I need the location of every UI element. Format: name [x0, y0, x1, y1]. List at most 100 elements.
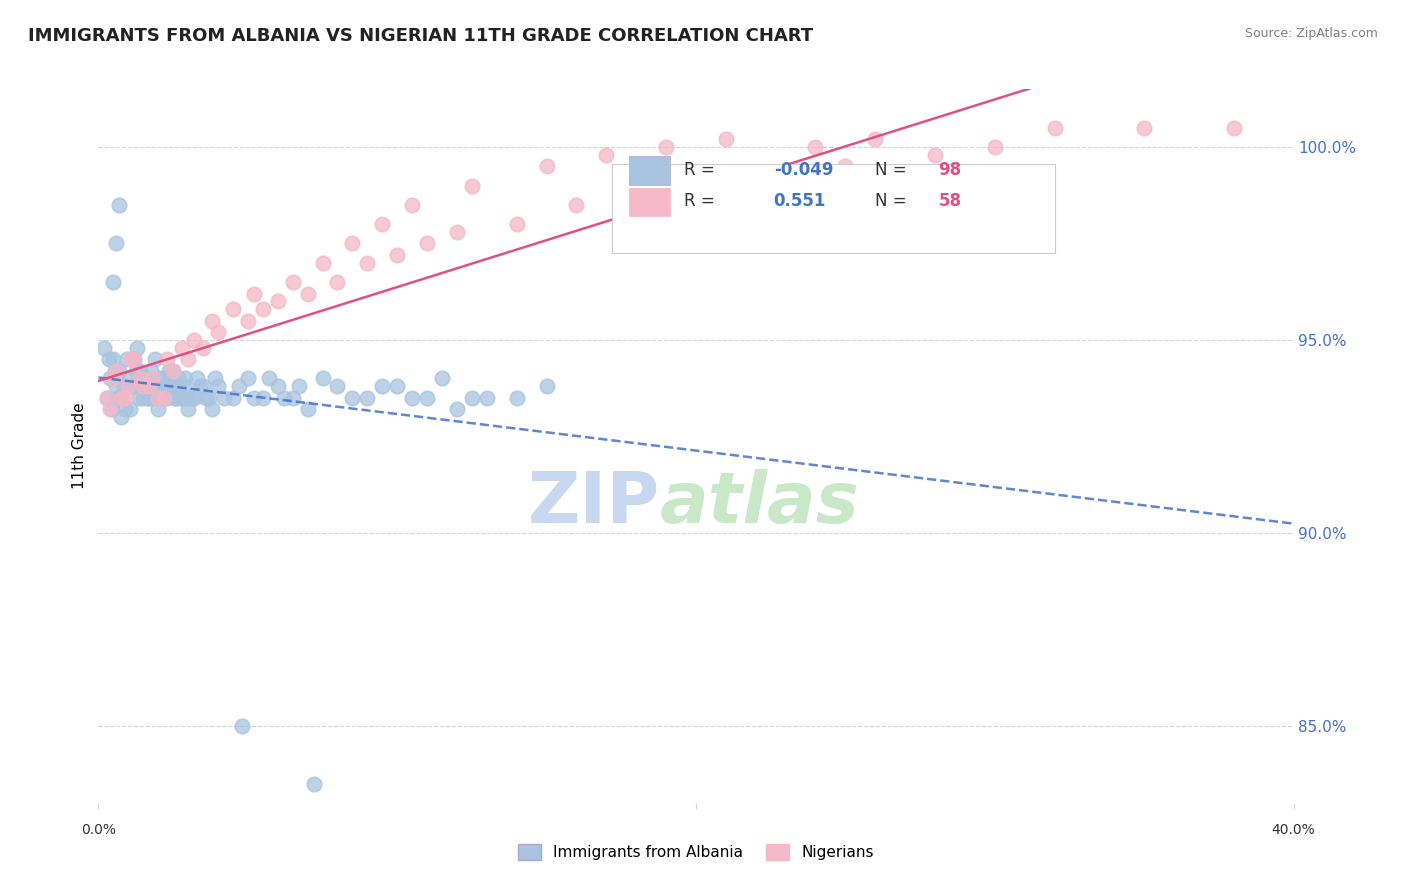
- Point: [198, 391, 221, 405]
- Point: [157, 364, 180, 378]
- Point: [111, 391, 134, 405]
- Point: [804, 140, 827, 154]
- Point: [159, 379, 181, 393]
- Point: [173, 379, 195, 393]
- Point: [117, 371, 139, 385]
- Point: [506, 217, 529, 231]
- Point: [156, 391, 179, 405]
- Point: [114, 402, 136, 417]
- FancyBboxPatch shape: [628, 187, 669, 216]
- Point: [297, 286, 319, 301]
- Point: [162, 364, 184, 378]
- Point: [180, 391, 202, 405]
- Point: [745, 170, 768, 185]
- Point: [108, 198, 131, 212]
- Point: [167, 379, 190, 393]
- Point: [138, 391, 160, 405]
- Point: [252, 301, 274, 316]
- Point: [685, 178, 707, 193]
- Point: [124, 352, 146, 367]
- Point: [118, 402, 141, 417]
- Point: [191, 341, 214, 355]
- Point: [93, 341, 115, 355]
- Point: [103, 275, 125, 289]
- Point: [131, 379, 153, 393]
- Point: [356, 256, 378, 270]
- Point: [145, 391, 167, 405]
- Point: [302, 776, 325, 790]
- Point: [326, 275, 349, 289]
- Point: [385, 248, 409, 262]
- Point: [108, 364, 131, 378]
- Point: [114, 391, 136, 405]
- Point: [124, 352, 146, 367]
- Point: [149, 371, 172, 385]
- Point: [201, 402, 224, 417]
- Point: [148, 402, 170, 417]
- Point: [183, 333, 205, 347]
- Point: [416, 236, 439, 251]
- Point: [371, 379, 394, 393]
- Point: [176, 391, 198, 405]
- Point: [148, 391, 170, 405]
- Point: [311, 256, 333, 270]
- Point: [125, 364, 148, 378]
- Point: [135, 371, 157, 385]
- Point: [96, 391, 118, 405]
- Point: [252, 391, 274, 405]
- Point: [163, 391, 186, 405]
- Point: [105, 364, 128, 378]
- Point: [565, 198, 588, 212]
- Point: [297, 402, 319, 417]
- Point: [257, 371, 280, 385]
- Point: [103, 371, 125, 385]
- Point: [172, 391, 194, 405]
- Point: [129, 364, 152, 378]
- Text: N =: N =: [875, 193, 912, 211]
- Text: 0.0%: 0.0%: [82, 823, 115, 837]
- Point: [141, 379, 163, 393]
- Point: [222, 301, 245, 316]
- Point: [236, 371, 259, 385]
- Text: IMMIGRANTS FROM ALBANIA VS NIGERIAN 11TH GRADE CORRELATION CHART: IMMIGRANTS FROM ALBANIA VS NIGERIAN 11TH…: [28, 27, 813, 45]
- Point: [127, 341, 149, 355]
- Point: [152, 391, 174, 405]
- Point: [108, 834, 131, 848]
- Point: [183, 391, 205, 405]
- Point: [1043, 120, 1066, 135]
- Point: [834, 159, 856, 173]
- Point: [160, 379, 183, 393]
- Point: [626, 186, 648, 201]
- Text: 58: 58: [939, 193, 962, 211]
- Text: -0.049: -0.049: [773, 161, 834, 178]
- Point: [174, 371, 197, 385]
- Point: [371, 217, 394, 231]
- Point: [195, 391, 218, 405]
- Point: [430, 371, 453, 385]
- Point: [111, 391, 134, 405]
- Point: [177, 402, 200, 417]
- Text: ZIP: ZIP: [527, 468, 661, 538]
- Point: [96, 391, 118, 405]
- Point: [655, 140, 678, 154]
- Point: [117, 379, 139, 393]
- Point: [101, 402, 124, 417]
- Point: [107, 391, 129, 405]
- Point: [356, 391, 378, 405]
- Point: [231, 719, 253, 733]
- Point: [136, 391, 159, 405]
- Point: [191, 379, 214, 393]
- Point: [177, 352, 200, 367]
- Point: [475, 391, 498, 405]
- Point: [536, 379, 558, 393]
- Point: [186, 371, 208, 385]
- Point: [863, 132, 887, 146]
- Point: [129, 371, 152, 385]
- Point: [153, 391, 176, 405]
- Point: [446, 402, 468, 417]
- Point: [385, 379, 409, 393]
- Point: [105, 379, 128, 393]
- Point: [172, 341, 194, 355]
- Point: [169, 391, 191, 405]
- Point: [120, 379, 142, 393]
